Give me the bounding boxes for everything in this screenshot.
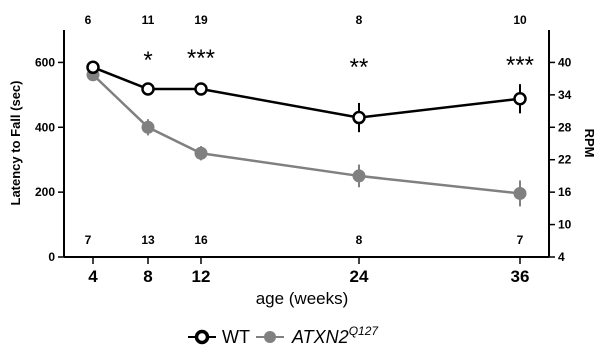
y2-axis-title: RPM	[582, 129, 597, 158]
y-tick-label: 600	[35, 55, 55, 69]
data-point	[141, 82, 155, 96]
data-point	[352, 110, 366, 125]
wt-n-label: 11	[142, 13, 155, 27]
series-line	[92, 66, 521, 119]
data-point	[352, 169, 366, 183]
atxn2-n-label: 8	[356, 233, 363, 247]
wt-n-label: 6	[85, 13, 92, 27]
significance-marker: ***	[506, 52, 534, 79]
data-point	[141, 120, 155, 134]
wt-n-label: 10	[513, 13, 527, 27]
y-tick-label: 400	[35, 120, 55, 134]
x-tick-label: 4	[88, 267, 98, 286]
y2-tick-label: 4	[558, 250, 565, 264]
atxn2-n-label: 16	[194, 233, 208, 247]
y2-tick-label: 34	[558, 88, 572, 102]
count-layer: 6 7 11 13 19 16 8 8 10 7	[85, 13, 527, 247]
legend-atxn2-label: ATXN2Q127	[291, 324, 379, 347]
data-point	[194, 146, 208, 160]
series-line	[92, 73, 521, 195]
x-axis-title: age (weeks)	[256, 289, 349, 308]
significance-marker: ***	[187, 45, 215, 72]
series-layer	[86, 60, 527, 207]
atxn2-n-label: 7	[85, 233, 92, 247]
x-tick-label: 12	[192, 267, 211, 286]
y-ticks-left: 0 200 400 600	[35, 55, 64, 264]
legend-wt-marker-fill	[195, 330, 209, 344]
x-tick-label: 24	[350, 267, 369, 286]
wt-n-label: 8	[356, 13, 363, 27]
x-tick-label: 8	[143, 267, 152, 286]
wt-n-label: 19	[194, 13, 208, 27]
y-tick-label: 0	[48, 250, 55, 264]
significance-layer: * *** ** ***	[143, 45, 534, 81]
y-tick-label: 200	[35, 185, 55, 199]
legend-atxn2-name: ATXN2	[291, 327, 349, 347]
y2-tick-label: 40	[558, 55, 572, 69]
y2-tick-label: 22	[558, 153, 572, 167]
x-ticks: 4 8 12 24 36	[88, 257, 529, 286]
legend-wt-label: WT	[222, 327, 250, 347]
data-point	[513, 91, 527, 106]
data-point	[86, 60, 100, 75]
y-ticks-right: 4 10 16 22 28 34 40	[549, 55, 572, 264]
legend-atxn2-superscript: Q127	[349, 324, 380, 338]
significance-marker: **	[350, 54, 369, 81]
y2-tick-label: 28	[558, 120, 572, 134]
legend-atxn2-marker	[264, 331, 276, 343]
data-point	[194, 82, 208, 96]
significance-marker: *	[143, 47, 152, 74]
atxn2-n-label: 13	[141, 233, 155, 247]
series-atxn2	[86, 68, 527, 207]
series-wt	[86, 60, 527, 133]
data-point	[513, 186, 527, 200]
x-tick-label: 36	[511, 267, 530, 286]
atxn2-n-label: 7	[517, 233, 524, 247]
legend: WT ATXN2Q127	[188, 324, 379, 347]
y2-tick-label: 10	[558, 218, 572, 232]
y-axis-title: Latency to Fall (sec)	[8, 81, 23, 206]
y2-tick-label: 16	[558, 185, 572, 199]
